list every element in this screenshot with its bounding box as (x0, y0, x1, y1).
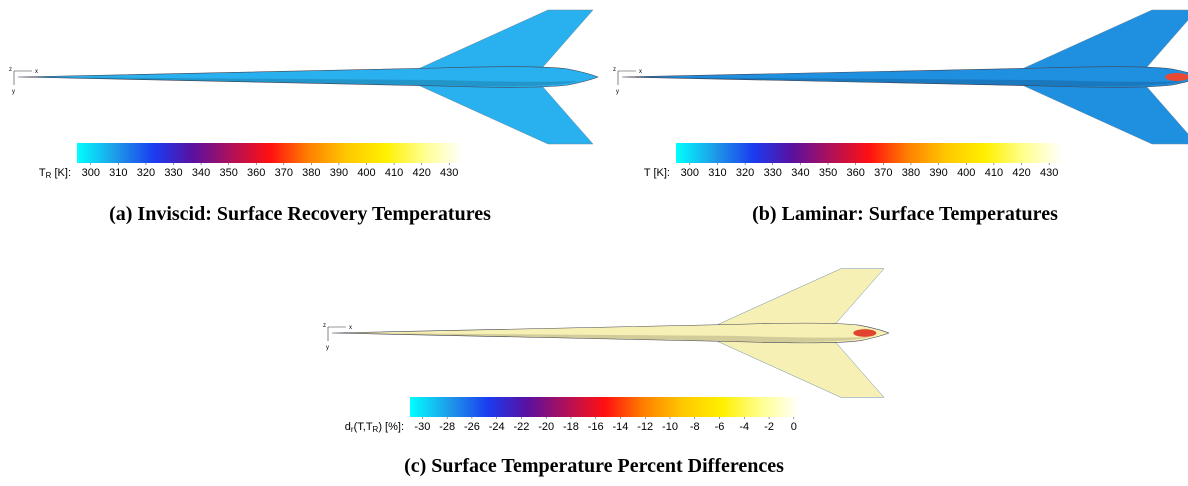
colorbar-tick-label: 410 (985, 167, 1003, 179)
colorbar-tick-label: 340 (192, 167, 210, 179)
colorbar-tick-label: -12 (637, 421, 653, 433)
colorbar-tick-label: -2 (764, 421, 774, 433)
colorbar-label: dr(T,TR) [%]: (345, 421, 404, 434)
colorbar-tick-label: -22 (513, 421, 529, 433)
colorbar-tick-label: -10 (662, 421, 678, 433)
panel: xyz-30-28-26-24-22-20-18-16-14-12-10-8-6… (323, 269, 889, 477)
colorbar-tick-label: 300 (681, 167, 699, 179)
colorbar-tick-label: 350 (219, 167, 237, 179)
colorbar-tick-label: 390 (929, 167, 947, 179)
hot-spot (853, 329, 876, 337)
colorbar-tick-label: -30 (414, 421, 430, 433)
colorbar-tick-label: -16 (588, 421, 604, 433)
colorbar-tick-label: 330 (164, 167, 182, 179)
wing (716, 269, 884, 326)
axis-triad: x y z (9, 67, 38, 95)
colorbar-tick-label: 310 (109, 167, 127, 179)
colorbar-tick-label: -18 (563, 421, 579, 433)
triad-label: x (35, 69, 38, 75)
wing (418, 85, 593, 144)
triad-label: z (323, 323, 326, 329)
caption: (c) Surface Temperature Percent Differen… (404, 455, 784, 477)
colorbar-tick-label: 360 (247, 167, 265, 179)
colorbar-tick-label: -20 (538, 421, 554, 433)
colorbar-tick-label: -28 (439, 421, 455, 433)
colorbar-label-part: [K]: (51, 167, 71, 179)
colorbar-tick-label: 0 (791, 421, 797, 433)
colorbar-tick-label: 370 (275, 167, 293, 179)
colorbar-tick-label: 350 (819, 167, 837, 179)
colorbar-tick-label: -6 (715, 421, 725, 433)
colorbar-label: T [K]: (644, 167, 670, 179)
colorbar-tick-label: -14 (613, 421, 629, 433)
triad-label: x (639, 69, 642, 75)
colorbar-tick-label: 420 (412, 167, 430, 179)
wing (1022, 10, 1188, 69)
colorbar-tick-label: 370 (874, 167, 892, 179)
axis-triad: x y z (323, 323, 352, 351)
colorbar-tick-label: 390 (330, 167, 348, 179)
triad-label: y (326, 345, 329, 351)
colorbar-label: TR [K]: (39, 167, 71, 180)
triad-label: y (12, 89, 15, 95)
caption: (a) Inviscid: Surface Recovery Temperatu… (109, 203, 491, 225)
panel: x y z 300 310 320 330 340 350 360 370 380 390 400 410 4… (9, 10, 598, 225)
axis-triad: x y z (613, 67, 642, 95)
panel: x y z 300 310 320 330 340 350 360 370 380 390 400 410 4… (613, 10, 1188, 225)
colorbar-tick-label: -8 (690, 421, 700, 433)
colorbar-tick-label: 310 (708, 167, 726, 179)
colorbar-tick-label: 320 (736, 167, 754, 179)
colorbar-tick-label: 380 (302, 167, 320, 179)
triad-label: y (616, 89, 619, 95)
colorbar (676, 143, 1063, 163)
aircraft (18, 10, 598, 144)
triad-label: z (9, 67, 12, 73)
wing (1022, 85, 1188, 144)
colorbar-tick-label: 420 (1012, 167, 1030, 179)
caption: (b) Laminar: Surface Temperatures (752, 203, 1058, 225)
colorbar-tick-label: 400 (357, 167, 375, 179)
colorbar-tick-label: -4 (739, 421, 749, 433)
wing (716, 341, 884, 398)
colorbar-tick-label: -24 (489, 421, 505, 433)
colorbar-tick-label: 400 (957, 167, 975, 179)
colorbar-tick-label: 320 (137, 167, 155, 179)
triad-label: x (349, 325, 352, 331)
wing (418, 10, 593, 69)
colorbar-tick-label: 410 (385, 167, 403, 179)
colorbar-label-part: T [K]: (644, 167, 670, 179)
colorbar (410, 397, 800, 417)
figure: x y z 300 310 320 330 340 350 360 370 380 390 400 410 4… (0, 0, 1188, 481)
colorbar-label-part: ) [%]: (378, 421, 404, 433)
colorbar-tick-label: 300 (82, 167, 100, 179)
colorbar-tick-label: 330 (764, 167, 782, 179)
hot-spot (1165, 73, 1188, 81)
triad-label: z (613, 67, 616, 73)
colorbar-tick-label: 380 (902, 167, 920, 179)
colorbar-tick-label: -26 (464, 421, 480, 433)
colorbar-tick-label: 430 (440, 167, 458, 179)
colorbar-tick-label: 430 (1040, 167, 1058, 179)
colorbar-tick-label: 340 (791, 167, 809, 179)
colorbar-tick-label: 360 (846, 167, 864, 179)
aircraft (332, 269, 889, 398)
aircraft (622, 10, 1188, 144)
colorbar-label-part: (T,T (354, 421, 373, 433)
colorbar (77, 143, 463, 163)
